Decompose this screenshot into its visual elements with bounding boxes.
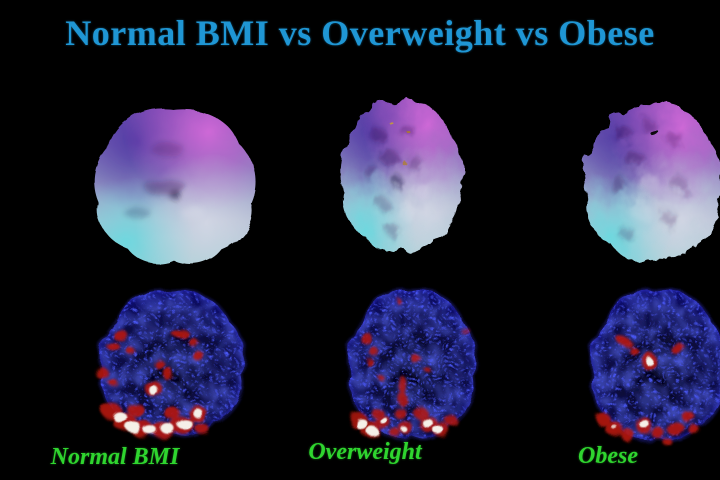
glass-brain-image (96, 290, 246, 439)
brain-surface-render-normal-bmi (78, 101, 268, 271)
glass-brain-outline (347, 289, 477, 440)
glass-brain-image (590, 289, 720, 446)
glass-brain-render-overweight (336, 281, 488, 449)
wireframe-texture (100, 291, 244, 436)
brain-surface-image (340, 101, 463, 252)
brain-surface-image (94, 108, 256, 264)
hotspot-cluster-white (612, 357, 654, 430)
brain-surface-render-overweight (328, 94, 472, 258)
glass-brain-image (347, 289, 477, 440)
hotspot-cluster-white (113, 385, 203, 435)
brain-outline (94, 108, 256, 264)
glass-brain-render-normal-bmi (86, 282, 258, 446)
brain-surface-image (583, 103, 720, 261)
hotspot-cluster-white (355, 417, 444, 436)
brain-outline (340, 101, 463, 252)
page-title: Normal BMI vs Overweight vs Obese (65, 13, 655, 53)
column-label-obese: Obese (578, 443, 638, 469)
brain-outline (583, 103, 720, 261)
glass-brain-render-obese (578, 281, 720, 451)
wireframe-texture (348, 291, 476, 439)
glass-brain-outline (96, 290, 246, 439)
column-label-normal-bmi: Normal BMI (50, 444, 180, 470)
column-label-overweight: Overweight (308, 439, 422, 465)
glass-brain-outline (590, 289, 720, 446)
hotspot-cluster-red (596, 336, 700, 446)
brain-surface-render-obese (570, 96, 720, 268)
